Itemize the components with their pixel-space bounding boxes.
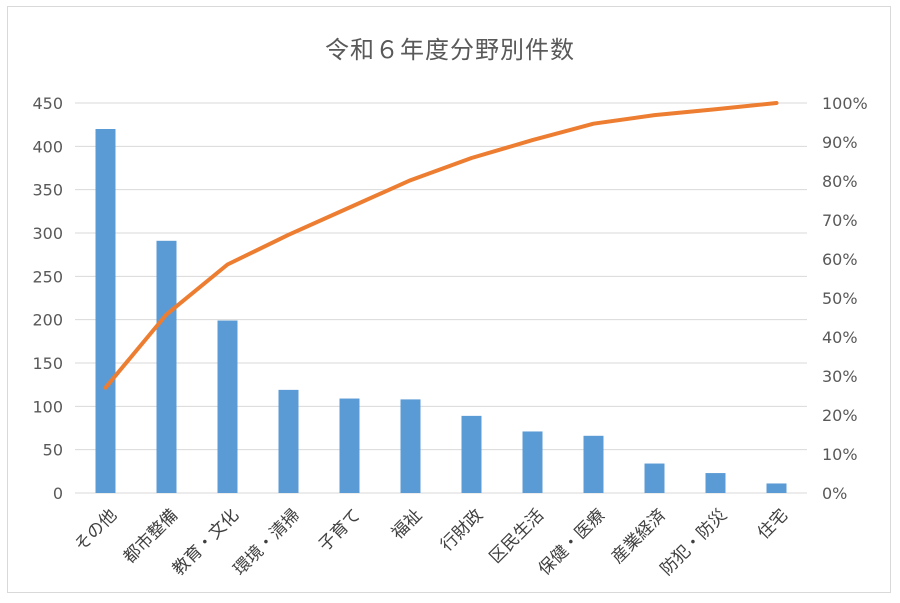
y-left-tick-label: 200 bbox=[32, 311, 63, 330]
bar bbox=[217, 320, 238, 493]
cumulative-line bbox=[103, 101, 779, 390]
bar bbox=[156, 240, 177, 493]
y-right-tick-label: 10% bbox=[822, 445, 858, 464]
y-left-tick-label: 300 bbox=[32, 224, 63, 243]
bar bbox=[644, 463, 665, 493]
y-right-tick-label: 20% bbox=[822, 406, 858, 425]
bar bbox=[522, 431, 543, 493]
y-right-tick-label: 0% bbox=[822, 484, 847, 503]
y-left-tick-label: 400 bbox=[32, 137, 63, 156]
bar bbox=[705, 473, 726, 493]
y-right-tick-label: 30% bbox=[822, 367, 858, 386]
y-left-tick-label: 50 bbox=[43, 441, 63, 460]
chart-title: 令和６年度分野別件数 bbox=[325, 36, 575, 64]
bar bbox=[766, 483, 787, 493]
x-tick-label: 産業経済 bbox=[608, 505, 670, 567]
y-left-tick-label: 150 bbox=[32, 354, 63, 373]
y-right-tick-label: 60% bbox=[822, 250, 858, 269]
bar bbox=[95, 129, 116, 493]
y-right-tick-label: 40% bbox=[822, 328, 858, 347]
bar bbox=[278, 389, 299, 493]
x-tick-label: 環境・清掃 bbox=[230, 505, 304, 579]
y-right-tick-label: 50% bbox=[822, 289, 858, 308]
x-tick-label: 福祉 bbox=[388, 505, 426, 543]
bar bbox=[583, 435, 604, 493]
y-left-tick-label: 450 bbox=[32, 94, 63, 113]
x-tick-label: 行財政 bbox=[437, 505, 487, 555]
y-left-tick-label: 250 bbox=[32, 267, 63, 286]
chart-frame bbox=[7, 6, 891, 593]
x-tick-label: 子育て bbox=[315, 505, 365, 555]
y-right-tick-label: 90% bbox=[822, 133, 858, 152]
y-right-tick-label: 70% bbox=[822, 211, 858, 230]
x-tick-label: 保健・医療 bbox=[535, 505, 609, 579]
y-right-tick-label: 100% bbox=[822, 94, 868, 113]
y-left-tick-label: 0 bbox=[53, 484, 63, 503]
bar bbox=[400, 399, 421, 493]
x-tick-label: 都市整備 bbox=[120, 505, 182, 567]
x-tick-label: 住宅 bbox=[754, 505, 792, 543]
x-tick-label: 区民生活 bbox=[486, 505, 548, 567]
x-tick-label: その他 bbox=[71, 505, 121, 555]
bar bbox=[339, 398, 360, 493]
y-left-tick-label: 100 bbox=[32, 397, 63, 416]
y-left-tick-label: 350 bbox=[32, 181, 63, 200]
x-tick-label: 防犯・防災 bbox=[657, 505, 731, 579]
y-right-tick-label: 80% bbox=[822, 172, 858, 191]
bar bbox=[461, 415, 482, 493]
